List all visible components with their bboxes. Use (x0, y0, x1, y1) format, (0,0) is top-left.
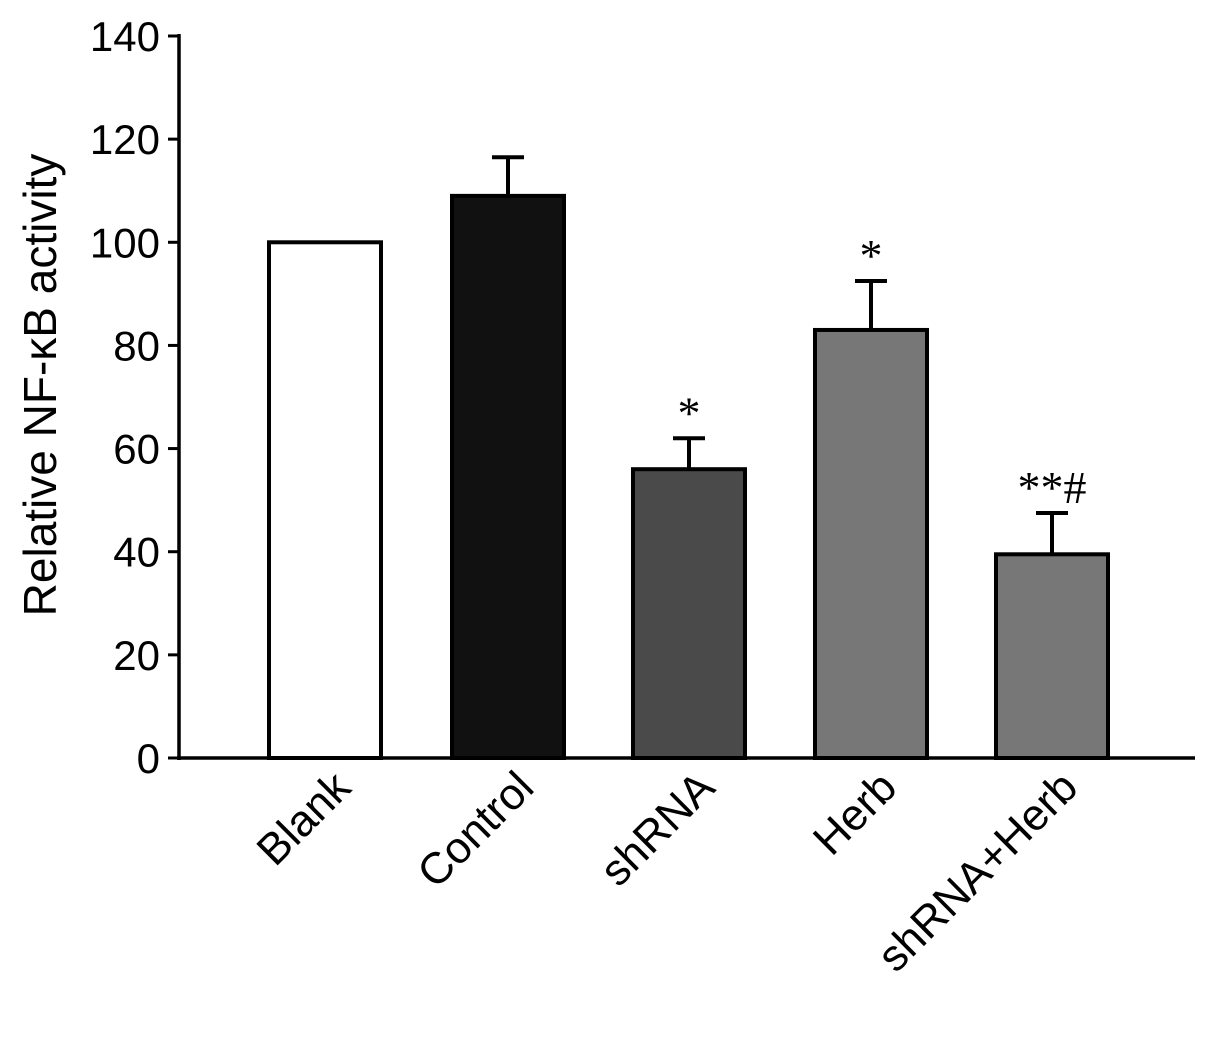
significance-mark-2: * (678, 387, 701, 438)
bars (267, 193, 1110, 761)
error-bars (492, 155, 1068, 555)
y-tick-label: 40 (113, 529, 160, 576)
bar-shrna (631, 467, 747, 760)
y-tick-label: 0 (137, 735, 160, 782)
y-tick-label: 100 (90, 219, 160, 266)
y-axis-title: Relative NF-κB activity (14, 154, 66, 617)
significance-annotations: * * **# (678, 230, 1087, 513)
bar-blank (267, 240, 383, 761)
bar-herb (813, 327, 929, 760)
significance-mark-3: * (860, 230, 883, 281)
bar-control (450, 193, 566, 761)
significance-mark-4: **# (1018, 462, 1087, 513)
x-category-label: Control (408, 762, 543, 897)
x-category-label: shRNA (591, 762, 725, 896)
y-axis-ticks: 0 20 40 60 80 100 120 140 (90, 13, 180, 782)
y-tick-label: 120 (90, 116, 160, 163)
y-axis-title-group: Relative NF-κB activity (14, 154, 66, 617)
x-category-label: Blank (248, 762, 361, 875)
y-tick-label: 80 (113, 322, 160, 369)
y-tick-label: 60 (113, 426, 160, 473)
y-tick-label: 140 (90, 13, 160, 60)
x-category-label: Herb (804, 762, 906, 864)
y-tick-label: 20 (113, 632, 160, 679)
bar-shrna-herb (994, 552, 1110, 760)
